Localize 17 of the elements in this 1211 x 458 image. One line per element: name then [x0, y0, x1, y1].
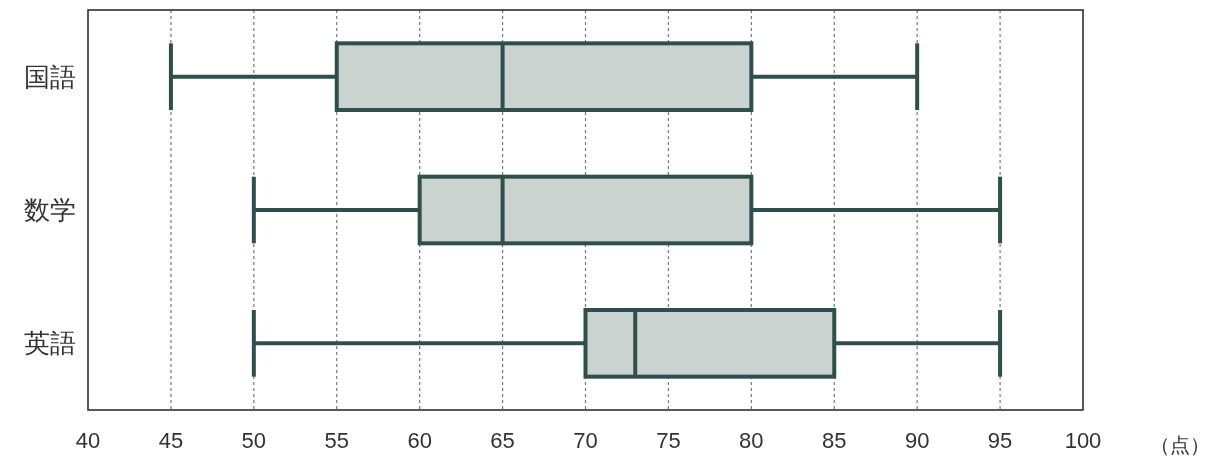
x-tick-label: 80 [739, 428, 764, 453]
x-tick-label: 100 [1064, 428, 1102, 453]
x-tick-label: 85 [822, 428, 847, 453]
x-tick-label: 60 [407, 428, 432, 453]
x-tick-label: 65 [490, 428, 515, 453]
x-tick-label: 45 [158, 428, 184, 453]
y-tick-label: 国語 [24, 61, 76, 92]
x-tick-label: 40 [75, 428, 101, 453]
x-tick-label: 75 [656, 428, 681, 453]
x-tick-label: 55 [324, 428, 349, 453]
x-tick-label: 95 [987, 428, 1013, 453]
x-tick-label: 50 [241, 428, 267, 453]
y-tick-label: 英語 [24, 328, 76, 359]
x-tick-label: 70 [573, 428, 598, 453]
x-axis-title: （点） [1150, 434, 1210, 456]
y-tick-label: 数学 [24, 195, 76, 225]
x-tick-label: 90 [904, 428, 930, 453]
